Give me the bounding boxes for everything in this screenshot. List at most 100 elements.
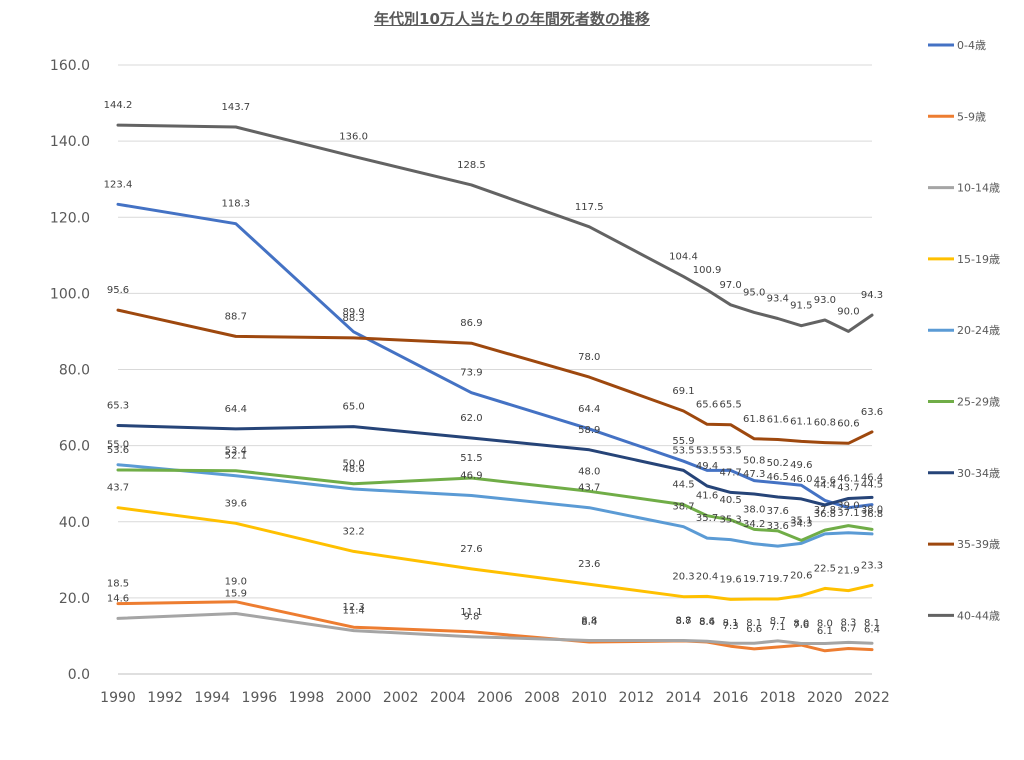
legend-label: 10-14歳 [957,182,1000,195]
data-label: 143.7 [221,102,250,113]
data-label: 88.3 [342,313,364,324]
data-label: 43.7 [837,483,859,494]
data-label: 94.3 [861,290,883,301]
x-tick-label: 1994 [194,690,230,706]
data-label: 89.9 [342,307,364,318]
y-tick-label: 120.0 [50,210,90,226]
data-label: 36.8 [861,509,883,520]
data-label: 48.0 [578,466,600,477]
y-tick-label: 20.0 [59,591,90,607]
data-label: 6.7 [840,623,856,634]
data-label: 117.5 [575,202,604,213]
data-label: 53.5 [719,445,741,456]
data-label: 33.6 [767,521,789,532]
data-label: 37.6 [767,506,789,517]
data-label: 37.1 [837,508,859,519]
series-line [116,600,874,653]
data-label: 18.5 [107,579,129,590]
data-label: 136.0 [339,131,368,142]
data-label: 39.6 [225,498,247,509]
y-tick-label: 160.0 [50,58,90,74]
data-label: 52.1 [225,451,247,462]
y-tick-label: 60.0 [59,439,90,455]
data-label: 78.0 [578,352,600,363]
data-label: 40.5 [719,495,741,506]
data-label: 34.3 [790,518,812,529]
data-label: 61.6 [767,415,789,426]
data-label: 49.4 [696,461,718,472]
data-label: 20.6 [790,571,812,582]
data-label: 8.7 [676,616,692,627]
data-label: 8.1 [723,618,739,629]
chart-title: 年代別10万人当たりの年間死者数の推移 [374,10,650,28]
data-label: 61.8 [743,414,765,425]
data-label: 44.5 [672,480,694,491]
data-label: 36.8 [814,509,836,520]
data-label: 19.7 [767,574,789,585]
data-label: 46.9 [460,470,482,481]
data-label: 95.6 [107,285,129,296]
data-label: 86.9 [460,318,482,329]
data-label: 50.8 [743,456,765,467]
data-label: 43.7 [107,483,129,494]
x-tick-label: 1992 [147,690,183,706]
series-line [116,463,874,548]
data-label: 12.3 [342,602,364,613]
data-label: 63.6 [861,407,883,418]
data-label: 55.0 [107,440,129,451]
data-label: 123.4 [104,179,133,190]
data-label: 22.5 [814,563,836,574]
legend-label: 40-44歳 [957,609,1000,622]
x-tick-label: 1990 [100,690,136,706]
data-label: 37.8 [814,505,836,516]
y-tick-label: 40.0 [59,515,90,531]
x-tick-label: 2012 [619,690,655,706]
data-label: 93.0 [814,295,836,306]
data-label: 8.3 [840,617,856,628]
data-label: 38.0 [743,504,765,515]
data-label: 44.4 [814,480,836,491]
data-label: 9.8 [463,612,479,623]
data-label: 60.8 [814,418,836,429]
data-label: 8.1 [746,618,762,629]
data-label: 91.5 [790,301,812,312]
data-label: 53.4 [225,446,247,457]
y-tick-label: 140.0 [50,134,90,150]
x-tick-label: 1996 [242,690,278,706]
data-label: 21.9 [837,566,859,577]
data-label: 8.8 [676,616,692,627]
data-label: 128.5 [457,160,486,171]
data-label: 7.6 [793,620,809,631]
series-line [116,202,874,510]
data-label: 8.8 [581,616,597,627]
data-label: 27.6 [460,544,482,555]
y-tick-label: 100.0 [50,286,90,302]
y-tick-label: 0.0 [68,667,90,683]
data-label: 20.3 [672,572,694,583]
data-label: 47.3 [743,469,765,480]
legend-label: 30-34歳 [957,467,1000,480]
data-label: 34.2 [743,519,765,530]
data-label: 61.1 [790,416,812,427]
data-label: 8.4 [581,617,597,628]
data-label: 35.7 [696,513,718,524]
data-label: 11.4 [342,606,364,617]
data-label: 35.1 [790,515,812,526]
x-tick-label: 2004 [430,690,466,706]
x-tick-label: 1998 [289,690,325,706]
series-line [116,424,874,507]
data-label: 65.0 [342,402,364,413]
data-label: 97.0 [719,280,741,291]
data-label: 62.0 [460,413,482,424]
data-label: 88.7 [225,311,247,322]
x-tick-label: 2010 [571,690,607,706]
data-label: 118.3 [221,199,250,210]
data-label: 20.4 [696,571,718,582]
data-label: 46.5 [767,472,789,483]
series-line [116,468,874,542]
data-label: 7.1 [770,622,786,633]
series-line [116,612,874,645]
legend-label: 15-19歳 [957,253,1000,266]
x-tick-label: 2018 [760,690,796,706]
x-tick-label: 2008 [524,690,560,706]
